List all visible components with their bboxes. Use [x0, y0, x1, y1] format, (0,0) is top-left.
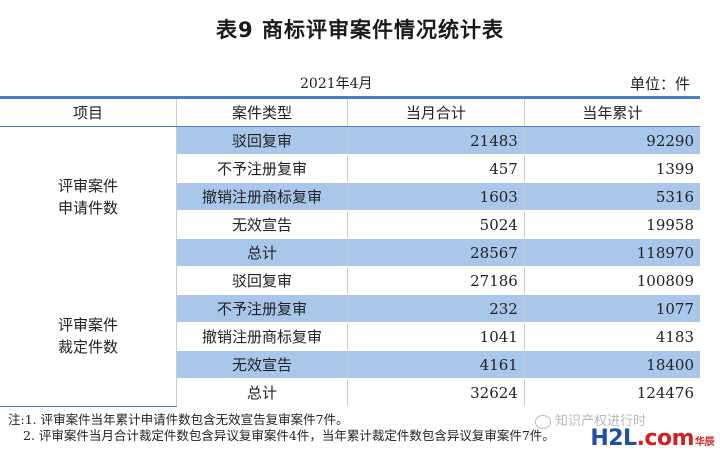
- table-row: 无效宣告 4161 18400: [0, 350, 700, 379]
- wechat-icon: [535, 414, 551, 429]
- case-type: 撤销注册商标复审: [176, 322, 348, 351]
- year-value: 118970: [524, 238, 700, 267]
- case-type: 无效宣告: [176, 350, 348, 379]
- year-value: 1077: [524, 294, 700, 323]
- logo-text-domain: .com: [636, 426, 695, 451]
- year-value: 5316: [524, 182, 700, 211]
- footnote-2: 2. 评审案件当月合计裁定件数包含异议复审案件4件，当年累计裁定件数包含异议复审…: [23, 428, 555, 443]
- watermark-text: 知识产权进行时: [555, 414, 647, 429]
- table-row-total: 总计 28567 118970: [0, 238, 700, 267]
- table-row: 撤销注册商标复审 1603 5316: [0, 182, 700, 211]
- group-label-applications: 评审案件 申请件数: [0, 126, 177, 267]
- report-date: 2021年4月: [300, 76, 373, 92]
- year-value: 124476: [524, 378, 700, 407]
- month-value: 1041: [347, 322, 525, 351]
- month-value: 5024: [347, 210, 525, 239]
- group-label: 评审案件 裁定件数: [57, 316, 118, 357]
- case-type: 不予注册复审: [176, 154, 348, 183]
- case-type: 驳回复审: [176, 266, 348, 295]
- logo-subtext: 华辰: [695, 437, 715, 448]
- month-value: 21483: [347, 126, 525, 155]
- case-type: 无效宣告: [176, 210, 348, 239]
- table-row: 不予注册复审 232 1077: [0, 294, 700, 323]
- statistics-table: 项目 案件类型 当月合计 当年累计 评审案件 申请件数 驳回复审 21483 9…: [0, 96, 700, 407]
- table-row: 评审案件 申请件数 驳回复审 21483 92290: [0, 126, 700, 267]
- unit-label: 单位：件: [629, 75, 690, 93]
- month-value: 232: [347, 294, 525, 323]
- year-value: 100809: [524, 266, 700, 295]
- case-type: 不予注册复审: [176, 294, 348, 323]
- header-item: 项目: [0, 97, 177, 127]
- year-value: 1399: [524, 154, 700, 183]
- table-row: 不予注册复审 457 1399: [0, 154, 700, 183]
- year-value: 19958: [524, 210, 700, 239]
- month-value: 28567: [347, 238, 525, 267]
- year-value: 92290: [524, 126, 700, 155]
- table-row: 评审案件 裁定件数 驳回复审 27186 100809: [0, 266, 700, 407]
- site-logo: H2L.com华辰: [590, 426, 714, 451]
- month-value: 4161: [347, 350, 525, 379]
- table-row: 撤销注册商标复审 1041 4183: [0, 322, 700, 351]
- footnotes: 注:1. 评审案件当年累计申请件数包含无效宣告复审案件7件。 2. 评审案件当月…: [8, 412, 555, 444]
- case-type: 撤销注册商标复审: [176, 182, 348, 211]
- table-row-total: 总计 32624 124476: [0, 378, 700, 407]
- header-year-total: 当年累计: [523, 97, 700, 127]
- watermark: 知识产权进行时: [535, 410, 646, 429]
- month-value: 32624: [347, 378, 525, 407]
- case-type: 总计: [176, 378, 348, 407]
- table-title: 表9 商标评审案件情况统计表: [216, 18, 504, 42]
- group-label-decisions: 评审案件 裁定件数: [0, 266, 177, 407]
- month-value: 27186: [347, 266, 525, 295]
- footnote-1: 注:1. 评审案件当年累计申请件数包含无效宣告复审案件7件。: [8, 412, 349, 427]
- group-label: 评审案件 申请件数: [57, 176, 118, 217]
- header-type: 案件类型: [176, 97, 348, 127]
- year-value: 18400: [524, 350, 700, 379]
- header-row: 项目 案件类型 当月合计 当年累计: [0, 97, 700, 127]
- month-value: 1603: [347, 182, 525, 211]
- month-value: 457: [347, 154, 525, 183]
- table-row: 无效宣告 5024 19958: [0, 210, 700, 239]
- year-value: 4183: [524, 322, 700, 351]
- case-type: 总计: [176, 238, 348, 267]
- case-type: 驳回复审: [176, 126, 348, 155]
- logo-text-main: H2L: [590, 426, 637, 451]
- header-month-total: 当月合计: [347, 97, 525, 127]
